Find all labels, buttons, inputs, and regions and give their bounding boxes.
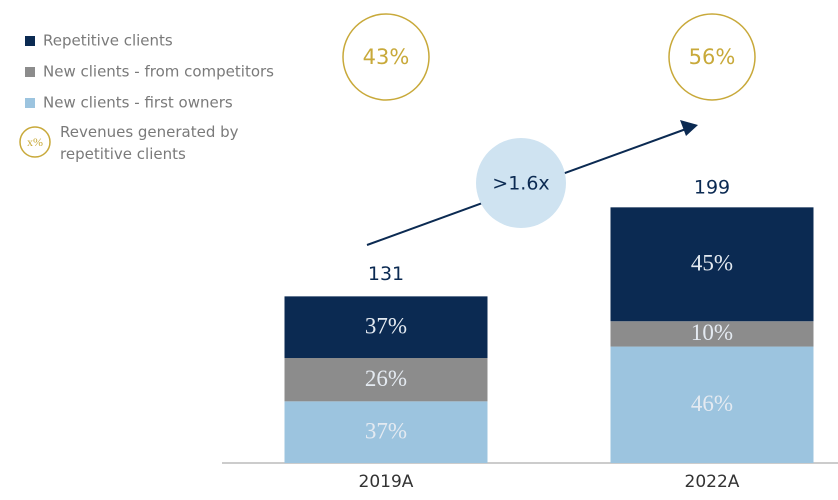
share-circle xyxy=(668,13,756,101)
segment-label: 10% xyxy=(691,320,733,345)
legend-icon-label: x% xyxy=(27,135,43,149)
arrow-head xyxy=(680,120,698,136)
legend-label: Revenues generated by repetitive clients xyxy=(60,123,239,163)
legend-label: Repetitive clients xyxy=(43,32,173,50)
legend-swatch xyxy=(25,98,35,108)
share-label: 56% xyxy=(689,45,736,69)
growth-label: >1.6x xyxy=(492,173,549,195)
x-tick-label: 2019A xyxy=(359,472,414,492)
legend-icon xyxy=(19,126,51,158)
share-circle xyxy=(342,13,430,101)
bar-segment xyxy=(610,346,814,463)
segment-label: 37% xyxy=(365,313,407,338)
segment-label: 26% xyxy=(365,366,407,391)
bar-segment xyxy=(284,358,488,402)
legend-label: New clients - first owners xyxy=(43,94,233,112)
legend-swatch xyxy=(25,67,35,77)
segment-label: 37% xyxy=(365,418,407,443)
segment-label: 46% xyxy=(691,391,733,416)
growth-bubble xyxy=(476,138,566,228)
segment-label: 45% xyxy=(691,251,733,276)
share-label: 43% xyxy=(363,45,410,69)
legend-label: New clients - from competitors xyxy=(43,63,274,81)
bar-segment xyxy=(610,321,814,347)
bar-segment xyxy=(284,401,488,463)
bar-segment xyxy=(284,296,488,359)
total-label: 199 xyxy=(694,176,730,198)
legend-swatch xyxy=(25,36,35,46)
total-label: 131 xyxy=(368,263,404,285)
bar-segment xyxy=(610,207,814,322)
x-tick-label: 2022A xyxy=(685,472,740,492)
